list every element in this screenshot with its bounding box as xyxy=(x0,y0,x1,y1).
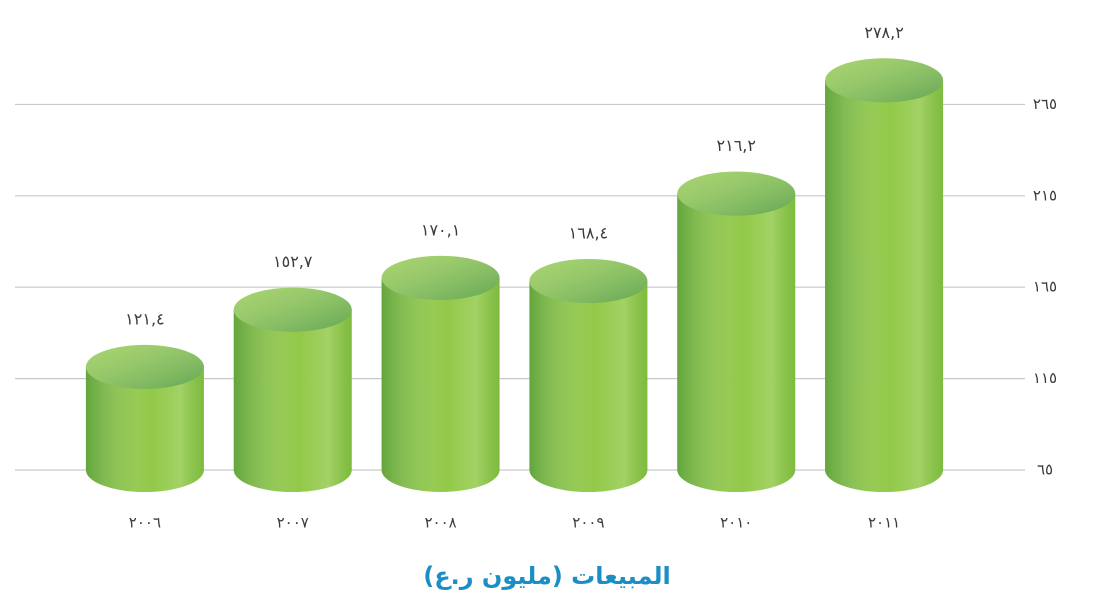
bar-top-shade xyxy=(233,287,352,332)
y-tick-label: ١١٥ xyxy=(1033,369,1057,387)
bar-top-shade xyxy=(381,255,500,300)
bar xyxy=(529,258,648,493)
bar-shade xyxy=(233,309,352,493)
bar-top-shade xyxy=(825,58,944,103)
bar-top-shade xyxy=(529,258,648,303)
bar-shade xyxy=(677,193,796,493)
bar xyxy=(233,287,352,493)
x-tick-label: ٢٠٠٩ xyxy=(572,514,604,532)
bar-top-shade xyxy=(85,344,204,389)
bar-shade xyxy=(381,277,500,492)
value-label: ١٧٠,١ xyxy=(421,220,460,239)
value-label: ٢١٦,٢ xyxy=(717,136,756,155)
value-label: ٢٧٨,٢ xyxy=(864,23,903,42)
x-tick-label: ٢٠١٠ xyxy=(720,514,752,532)
chart-title: المبيعات (مليون ر.ع) xyxy=(423,562,671,590)
bar xyxy=(825,58,944,493)
bar-shade xyxy=(825,80,944,493)
bar-top-shade xyxy=(677,171,796,216)
bar-shade xyxy=(85,366,204,493)
y-tick-label: ١٦٥ xyxy=(1033,278,1057,296)
value-label: ١٢١,٤ xyxy=(125,309,164,328)
bar xyxy=(85,344,204,493)
x-tick-label: ٢٠٠٧ xyxy=(277,514,309,532)
value-label: ١٥٢,٧ xyxy=(273,252,313,271)
bar xyxy=(381,255,500,492)
y-tick-label: ٢٦٥ xyxy=(1033,95,1057,113)
x-tick-label: ٢٠٠٨ xyxy=(424,514,456,532)
y-tick-label: ٦٥ xyxy=(1037,461,1053,479)
bar-shade xyxy=(529,280,648,493)
value-label: ١٦٨,٤ xyxy=(569,223,608,242)
y-tick-label: ٢١٥ xyxy=(1033,186,1057,204)
x-tick-label: ٢٠٠٦ xyxy=(129,514,161,532)
x-tick-label: ٢٠١١ xyxy=(868,514,900,532)
bar xyxy=(677,171,796,493)
